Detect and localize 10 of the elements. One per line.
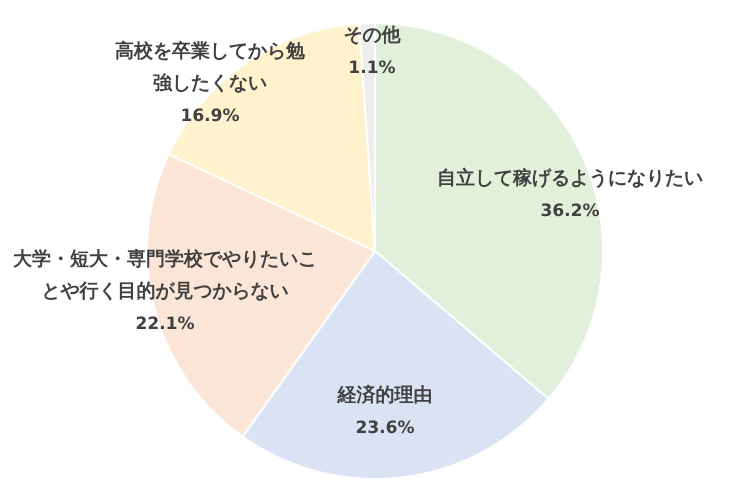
data-label: 23.6% (356, 418, 414, 438)
slice-label: 自立して稼げるようになりたい (437, 167, 703, 189)
slice-label: 高校を卒業してから勉強したくない (115, 40, 305, 94)
slice-label: 経済的理由 (336, 384, 432, 406)
data-label: 22.1% (136, 314, 194, 334)
slice-label: 大学・短大・専門学校でやりたいことや行く目的が見つからない (13, 248, 317, 302)
slice-label: その他 (344, 24, 402, 46)
data-label: 36.2% (540, 201, 600, 221)
data-label: 1.1% (348, 58, 396, 78)
data-label: 16.9% (180, 106, 240, 126)
